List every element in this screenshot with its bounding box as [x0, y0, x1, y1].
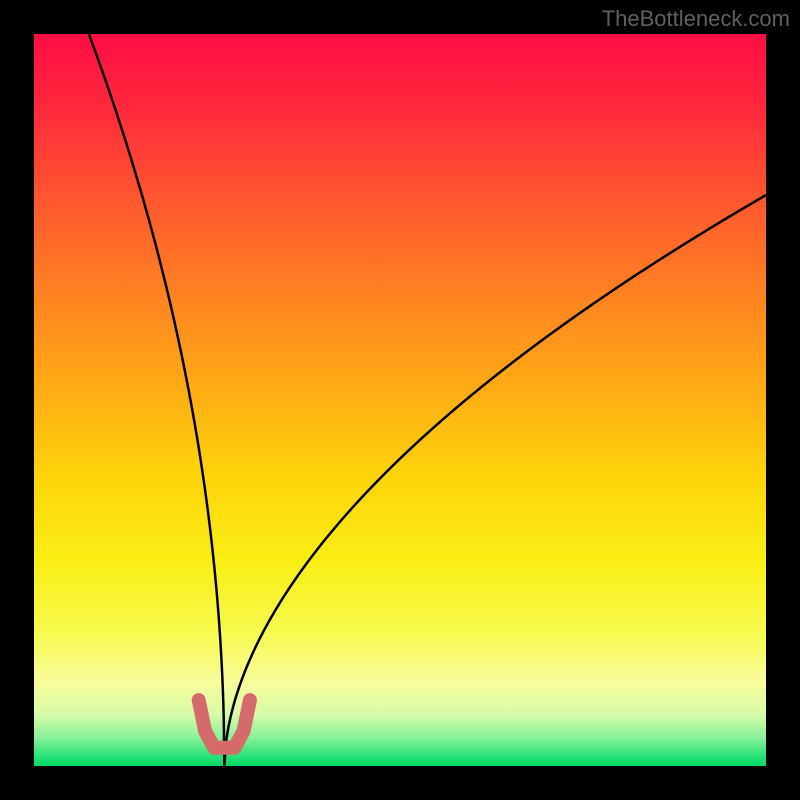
plot-gradient-background	[34, 34, 766, 766]
chart-container: TheBottleneck.com	[0, 0, 800, 800]
bottleneck-chart	[0, 0, 800, 800]
watermark-text: TheBottleneck.com	[602, 6, 790, 32]
